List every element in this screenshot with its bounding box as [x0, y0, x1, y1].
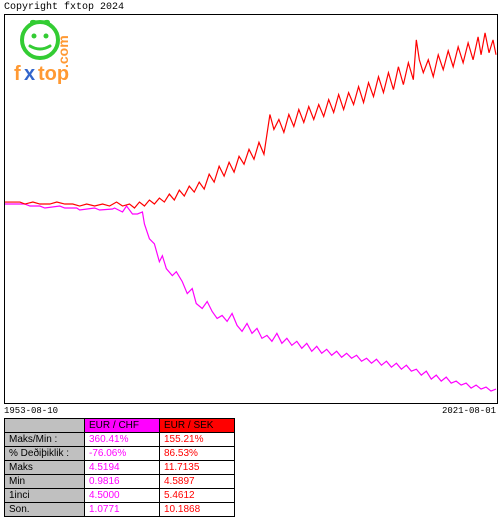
- value-sek: 10.1868: [160, 503, 235, 517]
- row-label: Min: [5, 475, 85, 489]
- table-row: 1inci4.50005.4612: [5, 489, 235, 503]
- value-sek: 4.5897: [160, 475, 235, 489]
- value-sek: 5.4612: [160, 489, 235, 503]
- value-chf: 0.9816: [85, 475, 160, 489]
- table-header-row: EUR / CHF EUR / SEK: [5, 419, 235, 433]
- series-line: [5, 33, 496, 208]
- copyright-text: Copyright fxtop 2024: [4, 2, 124, 13]
- stats-table: EUR / CHF EUR / SEK Maks/Min :360.41%155…: [4, 418, 235, 517]
- row-label: 1inci: [5, 489, 85, 503]
- value-sek: 86.53%: [160, 447, 235, 461]
- value-chf: 4.5000: [85, 489, 160, 503]
- row-label: Maks: [5, 461, 85, 475]
- table-row: Son.1.077110.1868: [5, 503, 235, 517]
- value-sek: 155.21%: [160, 433, 235, 447]
- value-chf: 4.5194: [85, 461, 160, 475]
- row-label: Son.: [5, 503, 85, 517]
- table-row: Maks/Min :360.41%155.21%: [5, 433, 235, 447]
- value-chf: 360.41%: [85, 433, 160, 447]
- row-label: % Deðiþiklik :: [5, 447, 85, 461]
- table-row: % Deðiþiklik :-76.06%86.53%: [5, 447, 235, 461]
- table-row: Maks4.519411.7135: [5, 461, 235, 475]
- chart-plot-area: [4, 14, 498, 404]
- value-chf: 1.0771: [85, 503, 160, 517]
- x-axis-start-date: 1953-08-10: [4, 406, 58, 416]
- row-label: Maks/Min :: [5, 433, 85, 447]
- header-eur-sek: EUR / SEK: [160, 419, 235, 433]
- header-eur-chf: EUR / CHF: [85, 419, 160, 433]
- value-chf: -76.06%: [85, 447, 160, 461]
- table-row: Min0.98164.5897: [5, 475, 235, 489]
- x-axis-end-date: 2021-08-01: [442, 406, 496, 416]
- series-line: [5, 204, 496, 391]
- value-sek: 11.7135: [160, 461, 235, 475]
- header-spacer: [5, 419, 85, 433]
